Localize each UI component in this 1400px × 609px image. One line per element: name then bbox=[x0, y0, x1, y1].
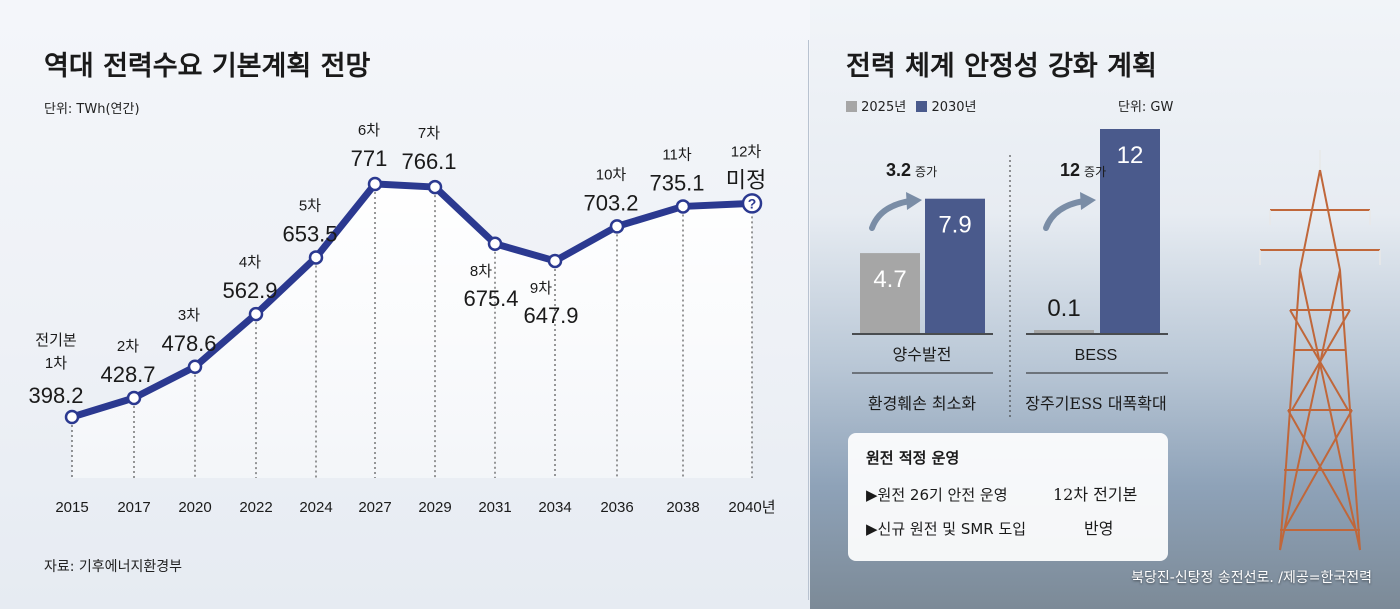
point-2034 bbox=[547, 253, 563, 269]
bar-value-양수발전-2025년: 4.7 bbox=[873, 266, 906, 293]
plan-label-2034: 9차 bbox=[530, 280, 552, 297]
value-label-2031: 675.4 bbox=[463, 286, 518, 311]
source-note: 자료: 기후에너지환경부 bbox=[44, 559, 182, 575]
bar-legend: 2025년 2030년 bbox=[846, 96, 977, 115]
bar-value-BESS-2030년: 12 bbox=[1117, 142, 1144, 169]
increase-arrow-양수발전 bbox=[869, 198, 913, 231]
value-label-2038: 735.1 bbox=[649, 170, 704, 195]
plan-label-2017: 2차 bbox=[117, 338, 139, 355]
plan-label-2020: 3차 bbox=[178, 307, 200, 324]
increase-value-양수발전: 3.2 bbox=[886, 160, 911, 180]
value-label-2017: 428.7 bbox=[100, 362, 155, 387]
point-2029 bbox=[427, 179, 443, 195]
x-tick-2031: 2031 bbox=[478, 499, 511, 516]
point-2036 bbox=[609, 219, 625, 234]
transmission-tower-image bbox=[1259, 150, 1381, 551]
legend-label-2025: 2025년 bbox=[861, 100, 907, 115]
value-label-2020: 478.6 bbox=[161, 331, 216, 356]
x-tick-2029: 2029 bbox=[418, 499, 451, 516]
increase-note-양수발전: 3.2 증가 bbox=[886, 160, 937, 180]
increase-arrow-BESS bbox=[1043, 198, 1087, 231]
value-label-2040년: 미정 bbox=[726, 167, 766, 192]
increase-arrowhead-BESS bbox=[1080, 192, 1096, 210]
legend-label-2030: 2030년 bbox=[931, 100, 977, 115]
legend-swatch-2030 bbox=[916, 101, 928, 112]
info-item-1: ▶원전 26기 안전 운영 bbox=[866, 486, 1008, 504]
info-box: 원전 적정 운영 ▶원전 26기 안전 운영 ▶신규 원전 및 SMR 도입 1… bbox=[848, 433, 1168, 561]
bar-BESS-2025년 bbox=[1034, 330, 1094, 333]
point-2031 bbox=[487, 236, 503, 251]
panel-divider bbox=[808, 40, 809, 600]
line-chart: ? 전기본 1차 398.2 2차 428.7 3차 478.6 4차 562.9 5차 653.5 6… bbox=[28, 122, 775, 516]
bar-양수발전-2025년 bbox=[860, 253, 920, 333]
bar-BESS-2030년 bbox=[1100, 129, 1160, 333]
increase-suffix-BESS: 증가 bbox=[1084, 165, 1106, 179]
line-area-fill bbox=[72, 184, 752, 478]
value-label-2036: 703.2 bbox=[583, 190, 638, 215]
point-2020 bbox=[187, 359, 203, 374]
plan-label-2015: 1차 bbox=[45, 355, 67, 372]
plan-label-2036: 10차 bbox=[596, 166, 627, 183]
value-label-2027: 771 bbox=[351, 146, 388, 171]
category-subtitle-BESS: 장주기ESS 대폭확대 bbox=[1025, 394, 1166, 413]
x-tick-2027: 2027 bbox=[358, 499, 391, 516]
info-box-title: 원전 적정 운영 bbox=[866, 449, 960, 467]
demand-line bbox=[68, 180, 756, 421]
value-label-2034: 647.9 bbox=[523, 303, 578, 328]
x-tick-2015: 2015 bbox=[55, 499, 88, 516]
category-label-양수발전: 양수발전 bbox=[893, 346, 952, 364]
plan-label-2040년: 12차 bbox=[731, 143, 762, 160]
bar-value-양수발전-2030년: 7.9 bbox=[938, 212, 971, 239]
info-item-2: ▶신규 원전 및 SMR 도입 bbox=[866, 520, 1027, 538]
bar-value-BESS-2025년: 0.1 bbox=[1047, 295, 1080, 322]
plan-label-2024: 5차 bbox=[299, 197, 321, 214]
legend-swatch-2025 bbox=[846, 101, 857, 112]
point-2015 bbox=[64, 409, 80, 425]
x-tick-2034: 2034 bbox=[538, 499, 571, 516]
category-label-BESS: BESS bbox=[1075, 347, 1118, 364]
plan-label-2038: 11차 bbox=[662, 146, 692, 163]
left-unit: 단위: TWh(연간) bbox=[44, 102, 140, 117]
increase-suffix-양수발전: 증가 bbox=[915, 165, 937, 179]
plan-label-2031: 8차 bbox=[470, 263, 492, 280]
right-unit: 단위: GW bbox=[1118, 100, 1174, 115]
bar-양수발전-2030년 bbox=[925, 198, 985, 333]
plan-label-2027: 6차 bbox=[358, 122, 380, 139]
point-2017 bbox=[126, 390, 142, 406]
value-label-2024: 653.5 bbox=[282, 221, 337, 246]
point-2024 bbox=[308, 250, 324, 265]
right-title: 전력 체계 안정성 강화 계획 bbox=[846, 51, 1157, 82]
handwritten-note-1: 12차 전기본 bbox=[1053, 485, 1138, 504]
x-tick-2017: 2017 bbox=[117, 499, 150, 516]
left-title: 역대 전력수요 기본계획 전망 bbox=[44, 51, 371, 82]
value-label-2022: 562.9 bbox=[222, 278, 277, 303]
plan-label-2022: 4차 bbox=[239, 254, 261, 271]
category-subtitle-양수발전: 환경훼손 최소화 bbox=[868, 394, 976, 413]
value-label-2015: 398.2 bbox=[28, 383, 83, 408]
plan-prefix-label: 전기본 bbox=[35, 332, 76, 349]
x-tick-2036: 2036 bbox=[600, 499, 633, 516]
plan-label-2029: 7차 bbox=[418, 125, 440, 142]
unknown-marker-glyph: ? bbox=[748, 195, 757, 211]
point-2022 bbox=[248, 306, 264, 322]
point-2027 bbox=[367, 176, 383, 192]
increase-value-BESS: 12 bbox=[1060, 160, 1080, 180]
value-label-2029: 766.1 bbox=[401, 149, 456, 174]
x-tick-2020: 2020 bbox=[178, 499, 211, 516]
x-tick-2024: 2024 bbox=[299, 499, 332, 516]
x-tick-2040년: 2040년 bbox=[728, 499, 775, 516]
point-2038 bbox=[675, 199, 691, 214]
increase-arrowhead-양수발전 bbox=[906, 192, 922, 210]
x-tick-2038: 2038 bbox=[666, 499, 699, 516]
photo-caption: 북당진-신탕정 송전선로. /제공=한국전력 bbox=[1131, 570, 1372, 586]
handwritten-note-2: 반영 bbox=[1084, 519, 1114, 538]
x-tick-2022: 2022 bbox=[239, 499, 272, 516]
point-unknown-marker bbox=[741, 193, 763, 214]
increase-note-BESS: 12 증가 bbox=[1060, 160, 1106, 180]
